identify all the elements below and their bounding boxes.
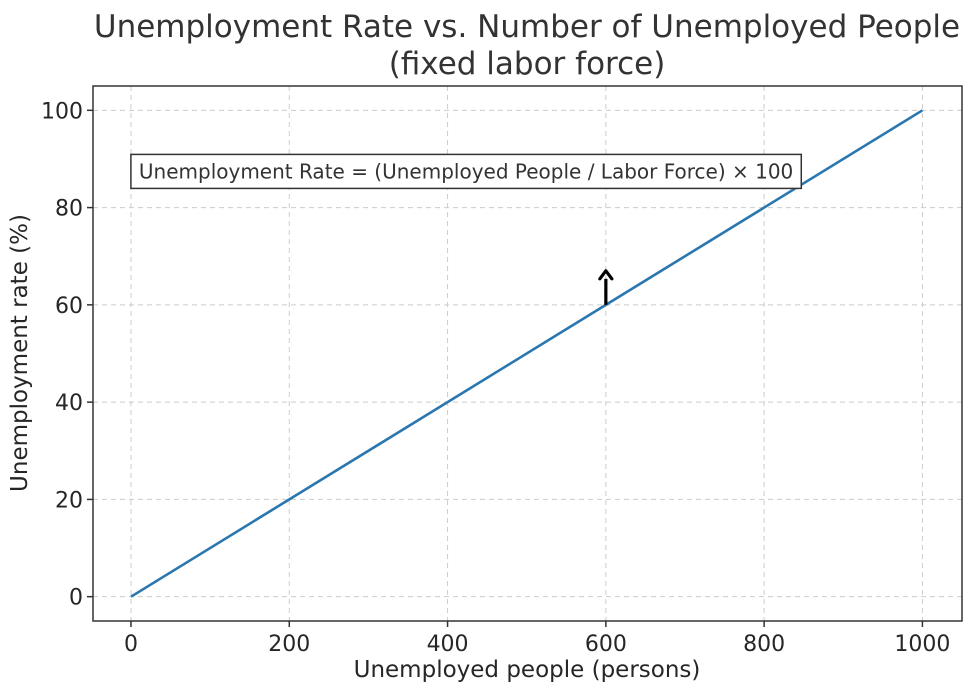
x-tick-label: 1000 <box>894 632 950 657</box>
arrow-head <box>598 269 614 281</box>
series-line <box>130 109 924 598</box>
x-tick-label: 200 <box>268 632 310 657</box>
x-tick-label: 800 <box>743 632 785 657</box>
annotations: Unemployment Rate = (Unemployed People /… <box>130 153 803 305</box>
y-tick-label: 0 <box>69 586 83 611</box>
y-tick-label: 20 <box>55 488 83 513</box>
y-axis-label: Unemployment rate (%) <box>7 214 33 492</box>
x-axis-label: Unemployed people (persons) <box>354 657 701 683</box>
formula-text: Unemployment Rate = (Unemployed People /… <box>139 159 793 183</box>
y-tick-label: 60 <box>55 294 83 319</box>
y-tick-label: 100 <box>41 99 83 124</box>
y-tick-label: 40 <box>55 391 83 416</box>
x-axis-ticks: 0 200 400 600 800 1000 <box>124 621 950 657</box>
grid <box>93 86 962 621</box>
x-tick-label: 0 <box>124 632 138 657</box>
x-tick-label: 400 <box>427 632 469 657</box>
formula-box <box>130 153 803 190</box>
chart-title-line-1: Unemployment Rate vs. Number of Unemploy… <box>94 9 960 45</box>
series-layer <box>130 109 924 598</box>
y-tick-label: 80 <box>55 197 83 222</box>
plot-area-frame <box>92 85 963 622</box>
chart-title-line-2: (fixed labor force) <box>389 46 666 82</box>
y-axis-ticks: 0 20 40 60 80 100 <box>41 99 93 611</box>
x-tick-label: 600 <box>585 632 627 657</box>
